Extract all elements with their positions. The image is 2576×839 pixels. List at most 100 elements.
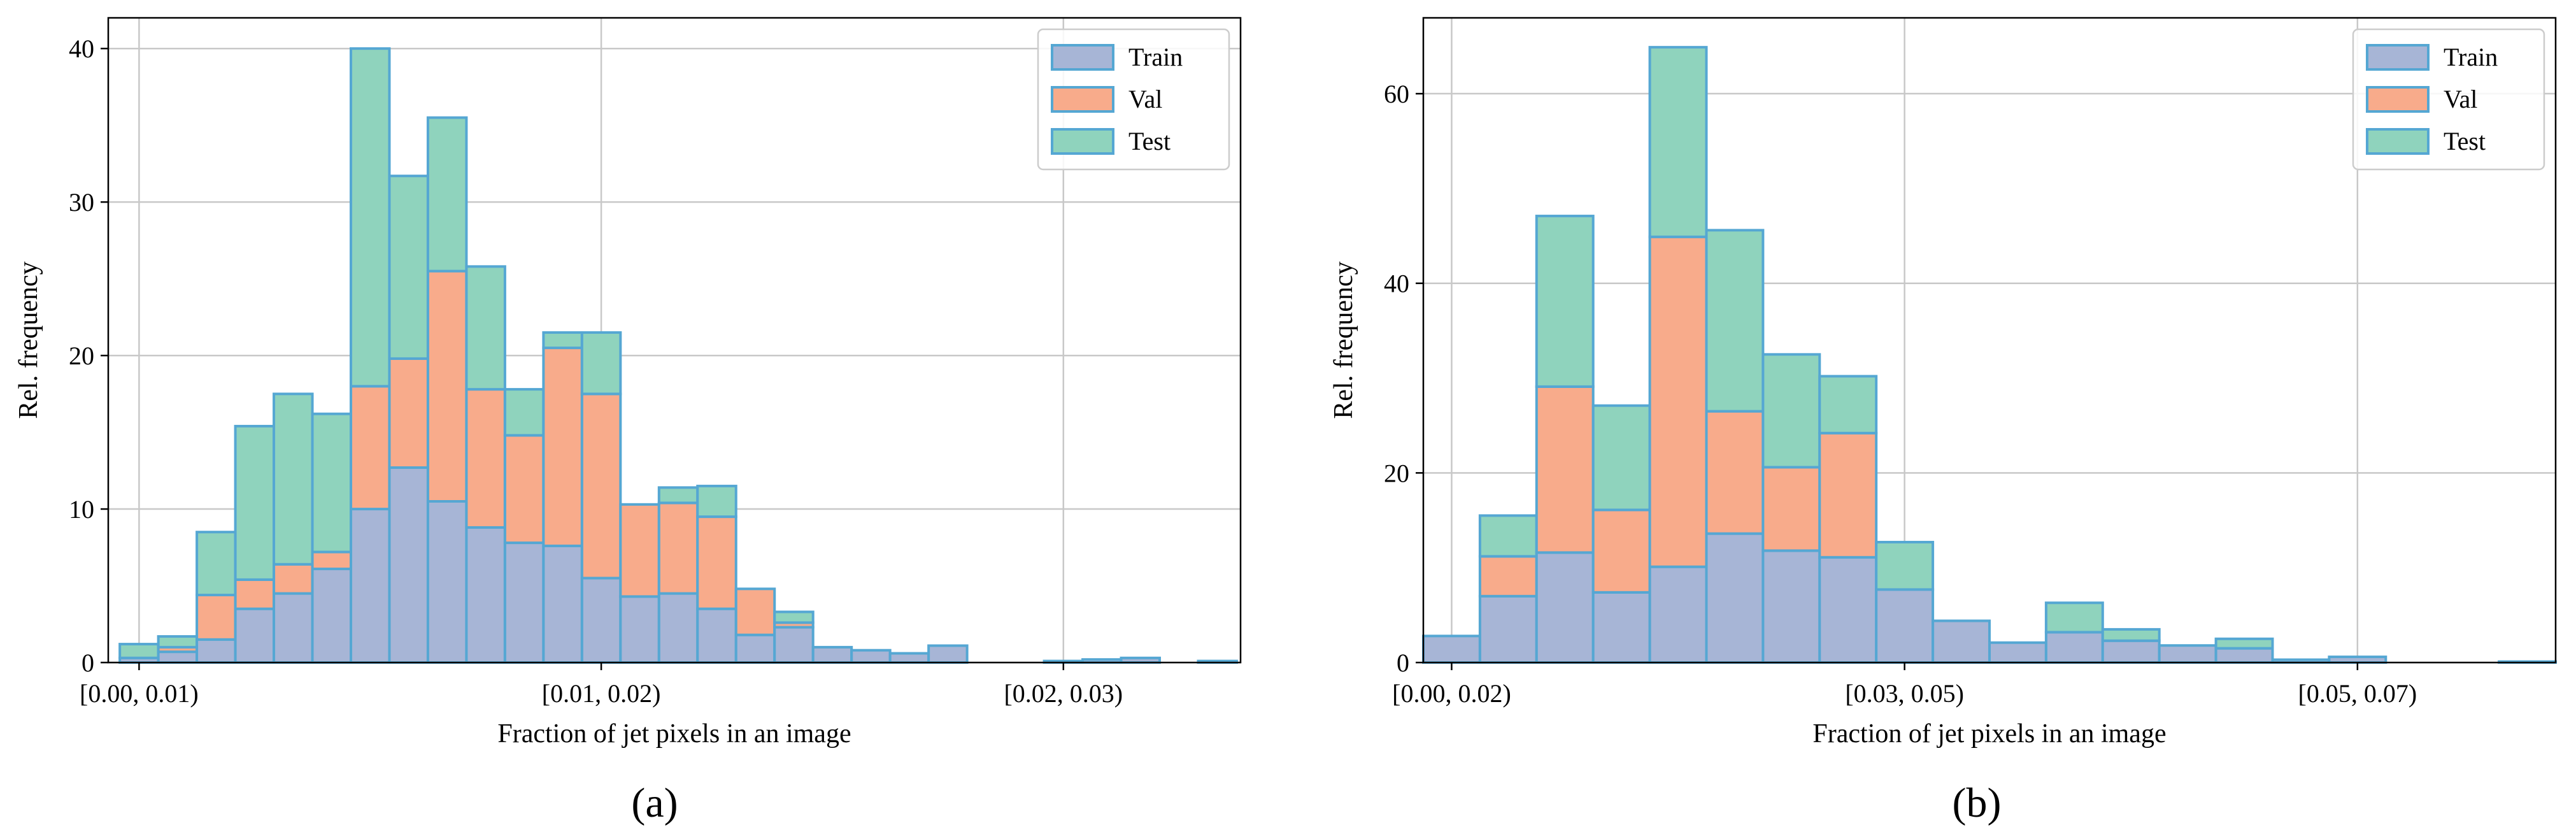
- y-tick-label: 0: [1397, 649, 1409, 677]
- bar-test: [696, 484, 737, 519]
- legend: Train Val Test: [1037, 28, 1230, 171]
- bar-val: [465, 388, 506, 529]
- bar-train: [388, 466, 429, 664]
- bar-val: [580, 392, 622, 580]
- bar-test: [1705, 229, 1765, 413]
- bar-test: [234, 424, 276, 581]
- bar-val: [1591, 508, 1651, 594]
- x-axis-label: Fraction of jet pixels in an image: [1812, 719, 2166, 749]
- legend-swatch-train: [1051, 44, 1114, 71]
- bar-test: [503, 388, 545, 437]
- y-tick-label: 10: [69, 495, 94, 524]
- legend-swatch-test: [1051, 128, 1114, 155]
- bar-train: [1648, 565, 1708, 664]
- legend-label-val: Val: [2444, 85, 2477, 113]
- legend-label-train: Train: [2444, 43, 2498, 71]
- bar-val: [1478, 555, 1538, 598]
- bar-test: [2214, 637, 2274, 650]
- bar-test: [350, 47, 391, 388]
- bar-train: [657, 592, 699, 664]
- bar-test: [2044, 601, 2104, 634]
- bar-train: [850, 649, 892, 664]
- y-tick-label: 40: [1384, 269, 1409, 298]
- plot-frame: [1422, 17, 2557, 664]
- bar-train: [1591, 591, 1651, 664]
- bar-train: [1478, 594, 1538, 664]
- bar-test: [273, 392, 314, 566]
- bar-val: [1761, 466, 1821, 552]
- bar-train: [773, 626, 815, 664]
- y-axis-label: Rel. frequency: [1329, 261, 1358, 419]
- bar-train: [927, 644, 969, 664]
- bar-train: [273, 592, 314, 664]
- bar-test: [1648, 46, 1708, 238]
- bar-train: [1818, 556, 1878, 664]
- legend-label-train: Train: [1128, 43, 1183, 71]
- bar-val: [1535, 385, 1595, 554]
- bar-train: [1988, 641, 2047, 664]
- bar-test: [465, 265, 506, 391]
- bar-train: [2044, 631, 2104, 664]
- chart-panel-a: 0 10 20 30 40 [0.00, 0.01) [0.01, 0.02) [0.02, …: [14, 17, 1242, 826]
- x-tick-label: [0.01, 0.02): [542, 679, 661, 708]
- bar-val: [196, 593, 237, 641]
- legend: Train Val Test: [2352, 28, 2545, 171]
- bar-test: [542, 331, 583, 350]
- y-tick-label: 20: [1384, 459, 1409, 487]
- bar-train: [157, 650, 199, 664]
- bar-train: [2328, 656, 2387, 664]
- bar-test: [311, 412, 352, 554]
- y-tick-label: 20: [69, 341, 94, 370]
- bars-group: [1422, 46, 2558, 664]
- bar-train: [426, 500, 468, 664]
- bar-test: [773, 610, 815, 624]
- bar-test: [1875, 540, 1935, 591]
- x-tick-label: [0.00, 0.02): [1392, 679, 1511, 708]
- bar-val: [311, 550, 352, 571]
- bar-train: [503, 541, 545, 664]
- bar-test: [1535, 215, 1595, 388]
- bar-train: [465, 526, 506, 664]
- bar-test: [657, 486, 699, 505]
- bar-val: [542, 347, 583, 547]
- bar-train: [196, 638, 237, 664]
- bar-val: [388, 357, 429, 469]
- bar-train: [580, 577, 622, 664]
- bar-train: [2158, 644, 2217, 664]
- legend-swatch-train: [2366, 44, 2430, 71]
- legend-swatch-val: [1051, 86, 1114, 113]
- x-tick-label: [0.03, 0.05): [1845, 679, 1964, 708]
- bar-train: [888, 652, 930, 664]
- bar-train: [2214, 647, 2274, 664]
- bar-test: [426, 116, 468, 273]
- x-tick-label: [0.00, 0.01): [80, 679, 199, 708]
- bar-train: [234, 607, 276, 664]
- bar-test: [1818, 375, 1878, 434]
- bar-val: [1818, 431, 1878, 559]
- bar-test: [2101, 627, 2161, 642]
- y-tick-label: 0: [82, 649, 94, 677]
- y-tick-label: 60: [1384, 80, 1409, 108]
- bar-val: [1705, 410, 1765, 535]
- bar-test: [1478, 514, 1538, 558]
- bar-test: [118, 643, 160, 659]
- bar-test: [157, 635, 199, 649]
- bar-train: [811, 645, 853, 664]
- bar-train: [1875, 588, 1935, 664]
- bar-test: [196, 531, 237, 596]
- bar-train: [2101, 639, 2161, 664]
- panel-label: (a): [631, 780, 678, 826]
- bar-val: [696, 515, 737, 610]
- y-axis-label: Rel. frequency: [14, 261, 43, 419]
- legend-label-test: Test: [1128, 127, 1171, 155]
- bar-train: [350, 508, 391, 664]
- plot-frame: [107, 17, 1242, 664]
- bar-train: [311, 568, 352, 664]
- bar-train: [1761, 549, 1821, 664]
- bar-test: [580, 331, 622, 396]
- bar-test: [1591, 404, 1651, 512]
- bar-val: [503, 434, 545, 545]
- bar-val: [350, 385, 391, 511]
- bar-val: [273, 563, 314, 595]
